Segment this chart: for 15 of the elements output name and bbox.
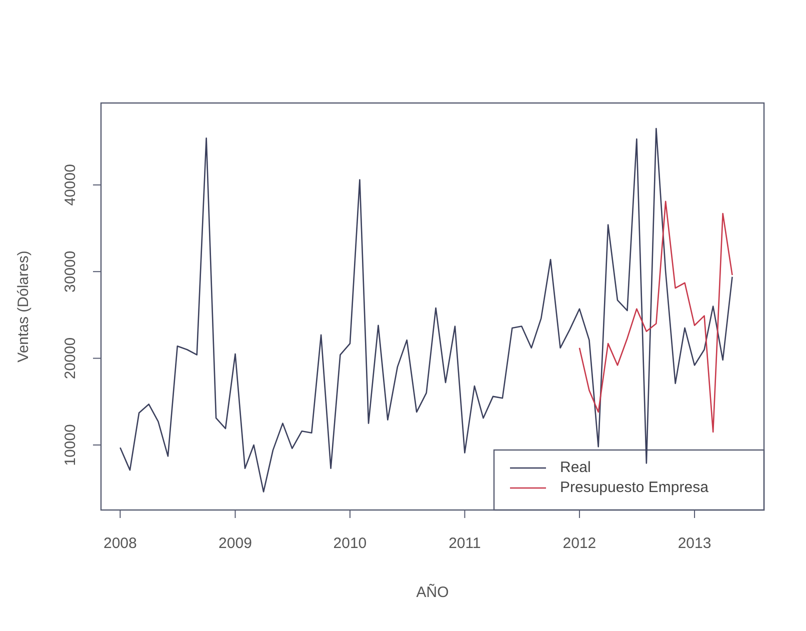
y-tick-label: 40000 (62, 164, 79, 206)
x-tick-label: 2012 (562, 535, 596, 552)
line-series (578, 200, 733, 433)
y-tick-label: 10000 (62, 424, 79, 466)
x-axis-title: AÑO (416, 583, 449, 601)
y-tick-label: 20000 (62, 337, 79, 380)
x-tick-label: 2008 (103, 535, 137, 552)
x-tick-label: 2011 (448, 535, 481, 552)
x-tick-label: 2013 (678, 535, 712, 552)
legend-label: Real (560, 458, 591, 476)
y-tick-label: 30000 (62, 250, 79, 292)
x-tick-label: 2009 (218, 535, 252, 552)
y-axis-title: Ventas (Dólares) (15, 250, 32, 362)
legend-label: Presupuesto Empresa (560, 478, 710, 496)
x-tick-label: 2010 (333, 535, 367, 552)
